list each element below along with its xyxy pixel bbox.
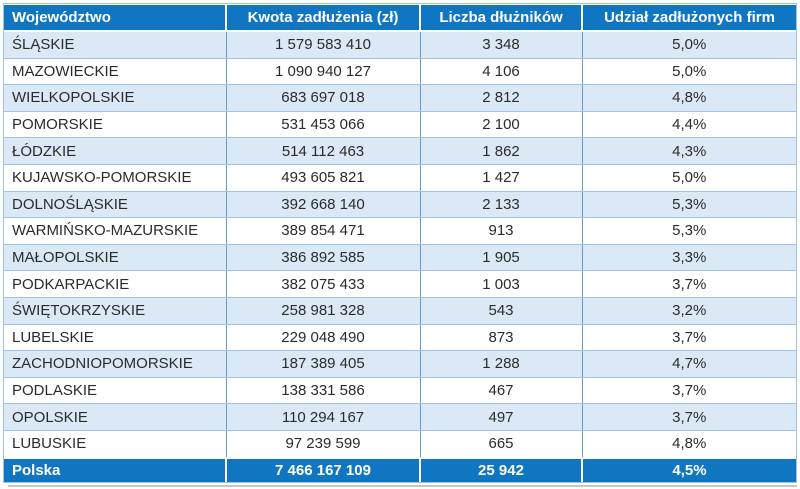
table-row: MAŁOPOLSKIE 386 892 585 1 905 3,3%: [4, 244, 796, 272]
debtors-count-cell: 497: [420, 403, 583, 431]
debt-amount-cell: 229 048 490: [226, 324, 421, 352]
data-table: Województwo Kwota zadłużenia (zł) Liczba…: [4, 4, 796, 482]
table-row: PODKARPACKIE 382 075 433 1 003 3,7%: [4, 270, 796, 298]
debtors-count-cell: 3 348: [420, 31, 583, 59]
region-cell: ŁÓDZKIE: [4, 137, 227, 165]
table-row: ZACHODNIOPOMORSKIE 187 389 405 1 288 4,7…: [4, 350, 796, 378]
debt-by-region-table: Województwo Kwota zadłużenia (zł) Liczba…: [3, 3, 797, 483]
table-row: KUJAWSKO-POMORSKIE 493 605 821 1 427 5,0…: [4, 164, 796, 192]
region-cell: OPOLSKIE: [4, 403, 227, 431]
debtor-share-cell: 3,3%: [582, 244, 796, 272]
table-row: WARMIŃSKO-MAZURSKIE 389 854 471 913 5,3%: [4, 217, 796, 245]
debtors-count-cell: 543: [420, 297, 583, 325]
table-row: PODLASKIE 138 331 586 467 3,7%: [4, 377, 796, 405]
debt-amount-cell: 258 981 328: [226, 297, 421, 325]
header-row: Województwo Kwota zadłużenia (zł) Liczba…: [4, 4, 796, 32]
debtor-share-cell: 3,2%: [582, 297, 796, 325]
region-cell: PODLASKIE: [4, 377, 227, 405]
debtors-count-cell: 873: [420, 324, 583, 352]
table-row: LUBUSKIE 97 239 599 665 4,8%: [4, 430, 796, 459]
table-footer: Polska 7 466 167 109 25 942 4,5%: [4, 456, 796, 482]
debtors-count-cell: 665: [420, 430, 583, 459]
debt-amount-cell: 683 697 018: [226, 84, 421, 112]
debt-amount-cell: 531 453 066: [226, 111, 421, 139]
region-cell: ŚLĄSKIE: [4, 31, 227, 59]
debtor-share-cell: 5,0%: [582, 164, 796, 192]
footer-debtor-share-cell: 4,5%: [582, 456, 796, 482]
table-body: ŚLĄSKIE 1 579 583 410 3 348 5,0% MAZOWIE…: [4, 31, 796, 459]
table-drop-shadow: [8, 484, 797, 487]
col-header-debtor-share: Udział zadłużonych firm: [582, 4, 796, 32]
debt-amount-cell: 97 239 599: [226, 430, 421, 459]
debt-amount-cell: 138 331 586: [226, 377, 421, 405]
region-cell: WARMIŃSKO-MAZURSKIE: [4, 217, 227, 245]
footer-debt-amount-cell: 7 466 167 109: [226, 456, 421, 482]
debtor-share-cell: 5,0%: [582, 31, 796, 59]
debtors-count-cell: 2 133: [420, 191, 583, 219]
debtors-count-cell: 1 427: [420, 164, 583, 192]
col-header-debtors-count: Liczba dłużników: [420, 4, 583, 32]
region-cell: KUJAWSKO-POMORSKIE: [4, 164, 227, 192]
debtors-count-cell: 1 862: [420, 137, 583, 165]
debt-amount-cell: 493 605 821: [226, 164, 421, 192]
footer-row: Polska 7 466 167 109 25 942 4,5%: [4, 456, 796, 482]
region-cell: LUBUSKIE: [4, 430, 227, 459]
region-cell: WIELKOPOLSKIE: [4, 84, 227, 112]
debtors-count-cell: 2 100: [420, 111, 583, 139]
debt-amount-cell: 1 090 940 127: [226, 58, 421, 86]
debtors-count-cell: 913: [420, 217, 583, 245]
debtor-share-cell: 3,7%: [582, 377, 796, 405]
debtor-share-cell: 5,3%: [582, 217, 796, 245]
debtor-share-cell: 3,7%: [582, 403, 796, 431]
debt-amount-cell: 1 579 583 410: [226, 31, 421, 59]
debtors-count-cell: 4 106: [420, 58, 583, 86]
region-cell: MAŁOPOLSKIE: [4, 244, 227, 272]
table-row: ŁÓDZKIE 514 112 463 1 862 4,3%: [4, 137, 796, 165]
debtors-count-cell: 2 812: [420, 84, 583, 112]
region-cell: ŚWIĘTOKRZYSKIE: [4, 297, 227, 325]
debtor-share-cell: 4,3%: [582, 137, 796, 165]
debtor-share-cell: 4,4%: [582, 111, 796, 139]
region-cell: MAZOWIECKIE: [4, 58, 227, 86]
debt-amount-cell: 187 389 405: [226, 350, 421, 378]
debt-amount-cell: 386 892 585: [226, 244, 421, 272]
table-row: LUBELSKIE 229 048 490 873 3,7%: [4, 324, 796, 352]
region-cell: POMORSKIE: [4, 111, 227, 139]
table-row: MAZOWIECKIE 1 090 940 127 4 106 5,0%: [4, 58, 796, 86]
footer-debtors-count-cell: 25 942: [420, 456, 583, 482]
table-row: DOLNOŚLĄSKIE 392 668 140 2 133 5,3%: [4, 191, 796, 219]
debtors-count-cell: 467: [420, 377, 583, 405]
table-header: Województwo Kwota zadłużenia (zł) Liczba…: [4, 4, 796, 32]
debt-amount-cell: 389 854 471: [226, 217, 421, 245]
col-header-region: Województwo: [4, 4, 227, 32]
debtors-count-cell: 1 288: [420, 350, 583, 378]
debt-amount-cell: 514 112 463: [226, 137, 421, 165]
table-row: ŚWIĘTOKRZYSKIE 258 981 328 543 3,2%: [4, 297, 796, 325]
table-row: POMORSKIE 531 453 066 2 100 4,4%: [4, 111, 796, 139]
region-cell: DOLNOŚLĄSKIE: [4, 191, 227, 219]
debtor-share-cell: 5,0%: [582, 58, 796, 86]
table-row: ŚLĄSKIE 1 579 583 410 3 348 5,0%: [4, 31, 796, 59]
table-row: WIELKOPOLSKIE 683 697 018 2 812 4,8%: [4, 84, 796, 112]
debtors-count-cell: 1 003: [420, 270, 583, 298]
region-cell: ZACHODNIOPOMORSKIE: [4, 350, 227, 378]
debtor-share-cell: 4,7%: [582, 350, 796, 378]
col-header-debt-amount: Kwota zadłużenia (zł): [226, 4, 421, 32]
debtors-count-cell: 1 905: [420, 244, 583, 272]
debt-amount-cell: 392 668 140: [226, 191, 421, 219]
debtor-share-cell: 5,3%: [582, 191, 796, 219]
table-row: OPOLSKIE 110 294 167 497 3,7%: [4, 403, 796, 431]
debt-amount-cell: 382 075 433: [226, 270, 421, 298]
debtor-share-cell: 4,8%: [582, 430, 796, 459]
footer-region-cell: Polska: [4, 456, 227, 482]
region-cell: PODKARPACKIE: [4, 270, 227, 298]
debtor-share-cell: 4,8%: [582, 84, 796, 112]
region-cell: LUBELSKIE: [4, 324, 227, 352]
debt-amount-cell: 110 294 167: [226, 403, 421, 431]
debtor-share-cell: 3,7%: [582, 324, 796, 352]
debtor-share-cell: 3,7%: [582, 270, 796, 298]
